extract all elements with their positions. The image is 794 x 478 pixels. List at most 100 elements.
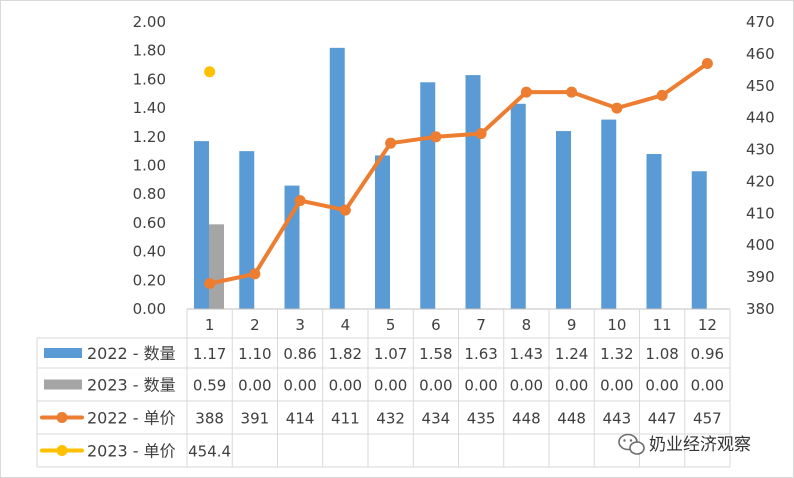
legend-2022-qty-label: 2022 - 数量 [87,344,176,363]
left-axis-tick-label: 0.20 [133,271,166,289]
category-label: 1 [205,316,215,334]
right-axis-tick-label: 460 [746,45,775,63]
table-cell: 391 [241,410,270,428]
left-axis-tick-label: 1.00 [133,157,166,175]
category-label: 3 [295,316,305,334]
table-cell: 0.00 [464,377,497,395]
table-cell: 443 [603,410,632,428]
point-2022-price [611,102,623,114]
point-2023-price [204,66,216,78]
bar-2022-qty [239,151,255,309]
table-cell: 0.00 [329,377,362,395]
line-2022-price [207,61,710,286]
left-axis-tick-label: 1.80 [133,42,166,60]
table-cell: 0.00 [510,377,543,395]
table-cell: 435 [467,410,496,428]
left-axis-tick-label: 2.00 [133,13,166,31]
category-label: 5 [386,316,396,334]
category-label: 7 [476,316,486,334]
table-cell: 434 [422,410,451,428]
bar-2022-qty [646,154,662,309]
bar-2023-qty [209,224,224,309]
table-cell: 457 [693,410,722,428]
right-axis-tick-label: 470 [746,13,775,31]
bar-2022-qty [329,47,345,310]
table-cell: 411 [331,410,360,428]
legend-2023-price-swatch [56,445,68,456]
table-cell: 0.96 [691,345,724,363]
category-label: 2 [250,316,260,334]
point-2022-price [520,86,532,98]
legend-2023-qty-label: 2023 - 数量 [87,376,176,395]
table-cell: 414 [286,410,315,428]
table-cell: 0.00 [691,377,724,395]
bar-2022-qty [465,75,481,309]
wechat-icon [618,433,645,455]
table-cell: 448 [512,410,541,428]
point-2022-price [701,57,713,69]
table-cell: 1.63 [464,345,497,363]
left-axis-tick-label: 1.20 [133,128,166,146]
bar-2022-qty [420,82,436,310]
bar-2022-qty [556,131,571,309]
watermark-text: 奶业经济观察 [649,435,751,455]
table-cell: 1.43 [510,345,543,363]
bar-2022-qty [691,171,707,309]
bar-2022-qty [601,119,617,309]
table-cell: 454.4 [188,443,231,461]
category-label: 4 [341,316,351,334]
legend-2023-price-label: 2023 - 单价 [87,442,176,461]
point-2022-price [339,204,351,216]
bar-2022-qty [375,155,390,309]
category-label: 6 [431,316,441,334]
table-cell: 1.58 [419,345,452,363]
right-axis-tick-label: 440 [746,109,775,127]
point-2022-price [475,128,487,140]
left-axis-tick-label: 0.60 [133,214,166,232]
table-cell: 0.86 [283,345,316,363]
left-axis-tick-label: 0.80 [133,185,166,203]
category-label: 8 [522,316,532,334]
table-cell: 448 [557,410,586,428]
table-cell: 447 [648,410,677,428]
right-axis-tick-label: 420 [746,172,775,190]
table-cell: 1.82 [329,345,362,363]
point-2022-price [656,89,668,101]
bar-2022-qty [194,141,209,309]
legend-2023-qty-swatch [44,379,82,390]
right-axis-tick-label: 410 [746,204,775,222]
point-2022-price [430,131,442,143]
table-cell: 1.07 [374,345,407,363]
category-label: 10 [607,316,626,334]
left-axis-tick-label: 1.60 [133,70,166,88]
table-cell: 1.08 [645,345,678,363]
table-cell: 0.00 [238,377,271,395]
point-2022-price [249,268,261,280]
table-cell: 0.00 [600,377,633,395]
category-label: 9 [567,316,577,334]
table-cell: 0.00 [555,377,588,395]
table-cell: 0.00 [374,377,407,395]
category-label: 12 [698,316,717,334]
table-cell: 1.10 [238,345,271,363]
table-cell: 0.00 [419,377,452,395]
watermark: 奶业经济观察 [618,433,751,455]
table-cell: 1.32 [600,345,633,363]
left-axis-tick-label: 0.40 [133,243,166,261]
table-cell: 1.17 [193,345,226,363]
table-cell: 432 [376,410,405,428]
point-2022-price [385,137,397,149]
left-axis-tick-label: 0.00 [133,300,166,318]
legend-2022-qty-swatch [44,348,82,358]
legend-2022-price-label: 2022 - 单价 [87,409,176,428]
table-cell: 388 [195,410,224,428]
point-2022-price [566,86,578,98]
right-axis-tick-label: 430 [746,141,775,159]
table-cell: 1.24 [555,345,588,363]
point-2022-price [294,195,306,207]
table-cell: 0.00 [283,377,316,395]
table-cell: 0.00 [645,377,678,395]
right-axis-tick-label: 450 [746,77,775,95]
right-axis-tick-label: 390 [746,268,775,286]
